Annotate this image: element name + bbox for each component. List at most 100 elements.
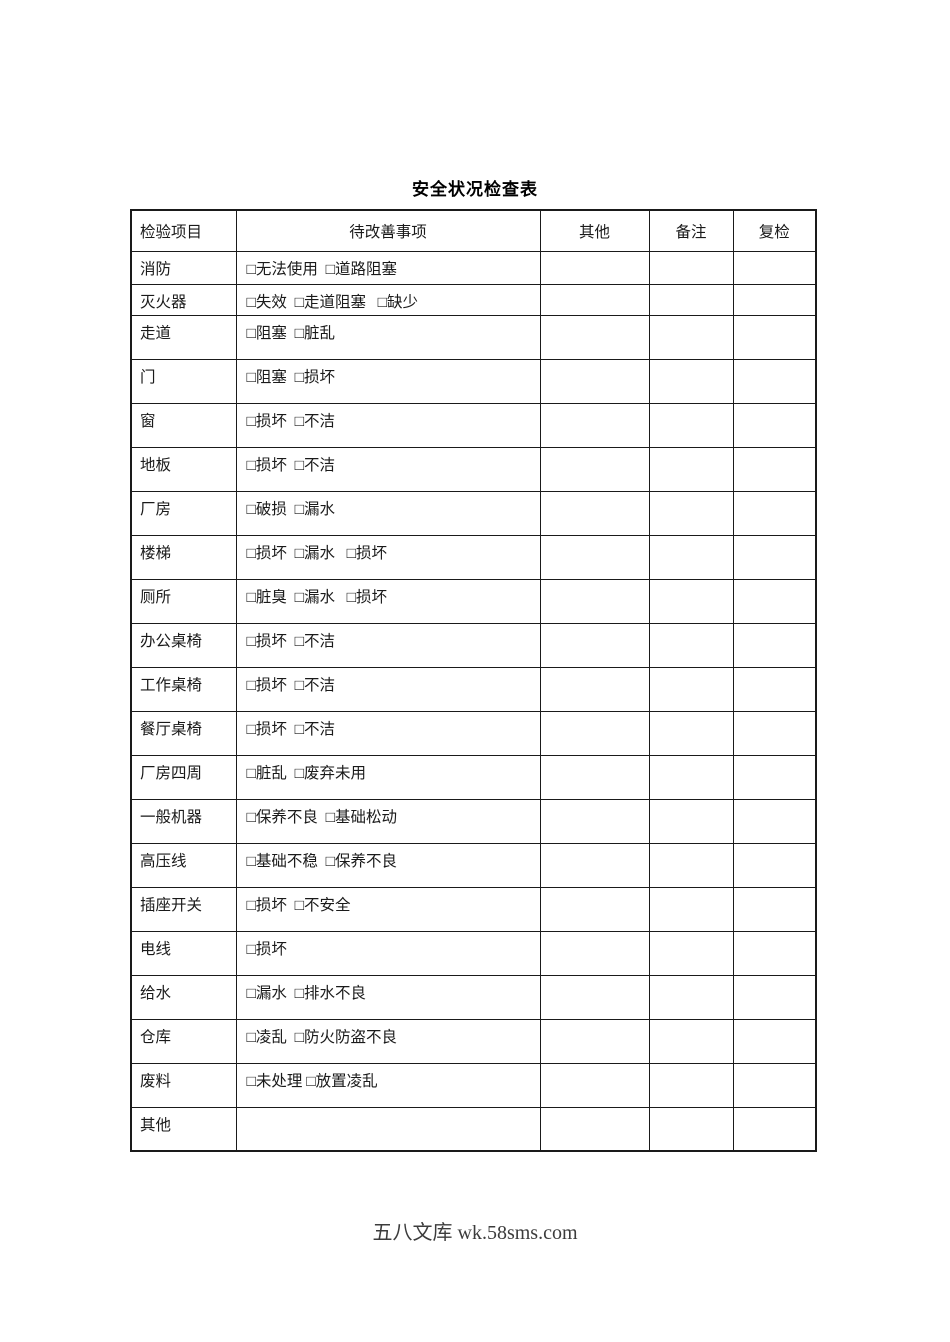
row-recheck-cell: [732, 842, 817, 888]
row-recheck-cell: [732, 798, 817, 844]
row-item-label: 工作桌椅: [130, 666, 237, 712]
row-item-label: 楼梯: [130, 534, 237, 580]
row-other-cell: [539, 622, 650, 668]
row-issue-checkboxes: □损坏 □不洁: [235, 446, 541, 492]
row-issue-checkboxes: □未处理 □放置凌乱: [235, 1062, 541, 1108]
row-recheck-cell: [732, 1018, 817, 1064]
row-issue-checkboxes: □漏水 □排水不良: [235, 974, 541, 1020]
row-recheck-cell: [732, 283, 817, 316]
row-remarks-cell: [648, 710, 734, 756]
table-row: 电线 □损坏: [130, 930, 817, 976]
footer: 五八文库 wk.58sms.com: [0, 1216, 950, 1245]
header-items-to-improve: 待改善事项: [235, 209, 541, 252]
row-recheck-cell: [732, 314, 817, 360]
table-row: 窗 □损坏 □不洁: [130, 402, 817, 448]
header-remarks: 备注: [648, 209, 734, 252]
row-other-cell: [539, 974, 650, 1020]
row-other-cell: [539, 534, 650, 580]
row-item-label: 窗: [130, 402, 237, 448]
row-item-label: 走道: [130, 314, 237, 360]
row-recheck-cell: [732, 886, 817, 932]
row-remarks-cell: [648, 250, 734, 285]
row-recheck-cell: [732, 402, 817, 448]
row-remarks-cell: [648, 1062, 734, 1108]
row-item-label: 插座开关: [130, 886, 237, 932]
row-issue-checkboxes: □凌乱 □防火防盗不良: [235, 1018, 541, 1064]
row-remarks-cell: [648, 283, 734, 316]
header-recheck: 复检: [732, 209, 817, 252]
row-remarks-cell: [648, 1106, 734, 1152]
table-row: 地板 □损坏 □不洁: [130, 446, 817, 492]
row-item-label: 地板: [130, 446, 237, 492]
table-row: 一般机器 □保养不良 □基础松动: [130, 798, 817, 844]
row-other-cell: [539, 402, 650, 448]
row-remarks-cell: [648, 930, 734, 976]
row-recheck-cell: [732, 250, 817, 285]
page-title: 安全状况检查表: [412, 180, 538, 199]
row-recheck-cell: [732, 490, 817, 536]
row-other-cell: [539, 314, 650, 360]
row-remarks-cell: [648, 314, 734, 360]
row-issue-checkboxes: □阻塞 □损坏: [235, 358, 541, 404]
row-item-label: 消防: [130, 250, 237, 285]
table-row: 其他: [130, 1106, 817, 1152]
table-row: 插座开关 □损坏 □不安全: [130, 886, 817, 932]
row-other-cell: [539, 754, 650, 800]
table-body: 消防 □无法使用 □道路阻塞 灭火器 □失效 □走道阻塞 □缺少 走道 □阻塞 …: [130, 250, 817, 1152]
row-remarks-cell: [648, 754, 734, 800]
row-recheck-cell: [732, 754, 817, 800]
header-row: 检验项目 待改善事项 其他 备注 复检: [130, 209, 817, 252]
row-other-cell: [539, 710, 650, 756]
row-remarks-cell: [648, 798, 734, 844]
row-issue-checkboxes: □脏乱 □废弃未用: [235, 754, 541, 800]
table-row: 废料 □未处理 □放置凌乱: [130, 1062, 817, 1108]
row-other-cell: [539, 798, 650, 844]
table-row: 厂房 □破损 □漏水: [130, 490, 817, 536]
row-item-label: 厕所: [130, 578, 237, 624]
table-row: 工作桌椅 □损坏 □不洁: [130, 666, 817, 712]
row-recheck-cell: [732, 446, 817, 492]
table-row: 消防 □无法使用 □道路阻塞: [130, 250, 817, 285]
row-item-label: 高压线: [130, 842, 237, 888]
row-other-cell: [539, 283, 650, 316]
row-item-label: 仓库: [130, 1018, 237, 1064]
row-other-cell: [539, 490, 650, 536]
row-item-label: 其他: [130, 1106, 237, 1152]
row-issue-checkboxes: □基础不稳 □保养不良: [235, 842, 541, 888]
row-issue-checkboxes: [235, 1106, 541, 1152]
row-item-label: 废料: [130, 1062, 237, 1108]
row-issue-checkboxes: □损坏 □不洁: [235, 622, 541, 668]
row-recheck-cell: [732, 1106, 817, 1152]
row-other-cell: [539, 930, 650, 976]
row-recheck-cell: [732, 1062, 817, 1108]
row-item-label: 厂房: [130, 490, 237, 536]
row-recheck-cell: [732, 358, 817, 404]
row-issue-checkboxes: □保养不良 □基础松动: [235, 798, 541, 844]
row-other-cell: [539, 446, 650, 492]
row-recheck-cell: [732, 578, 817, 624]
table-row: 厕所 □脏臭 □漏水 □损坏: [130, 578, 817, 624]
row-item-label: 一般机器: [130, 798, 237, 844]
row-remarks-cell: [648, 490, 734, 536]
row-issue-checkboxes: □脏臭 □漏水 □损坏: [235, 578, 541, 624]
row-remarks-cell: [648, 666, 734, 712]
header-inspection-item: 检验项目: [130, 209, 237, 252]
inspection-table: 检验项目 待改善事项 其他 备注 复检 消防 □无法使用 □道路阻塞 灭火器 □…: [130, 209, 817, 1152]
row-remarks-cell: [648, 578, 734, 624]
row-remarks-cell: [648, 402, 734, 448]
row-item-label: 餐厅桌椅: [130, 710, 237, 756]
table-row: 高压线 □基础不稳 □保养不良: [130, 842, 817, 888]
row-remarks-cell: [648, 446, 734, 492]
row-other-cell: [539, 250, 650, 285]
row-other-cell: [539, 842, 650, 888]
row-item-label: 给水: [130, 974, 237, 1020]
table-row: 走道 □阻塞 □脏乱: [130, 314, 817, 360]
row-recheck-cell: [732, 710, 817, 756]
row-item-label: 灭火器: [130, 283, 237, 316]
row-other-cell: [539, 886, 650, 932]
row-remarks-cell: [648, 842, 734, 888]
table-row: 灭火器 □失效 □走道阻塞 □缺少: [130, 283, 817, 316]
table-row: 餐厅桌椅 □损坏 □不洁: [130, 710, 817, 756]
row-issue-checkboxes: □失效 □走道阻塞 □缺少: [235, 283, 541, 316]
row-other-cell: [539, 1062, 650, 1108]
